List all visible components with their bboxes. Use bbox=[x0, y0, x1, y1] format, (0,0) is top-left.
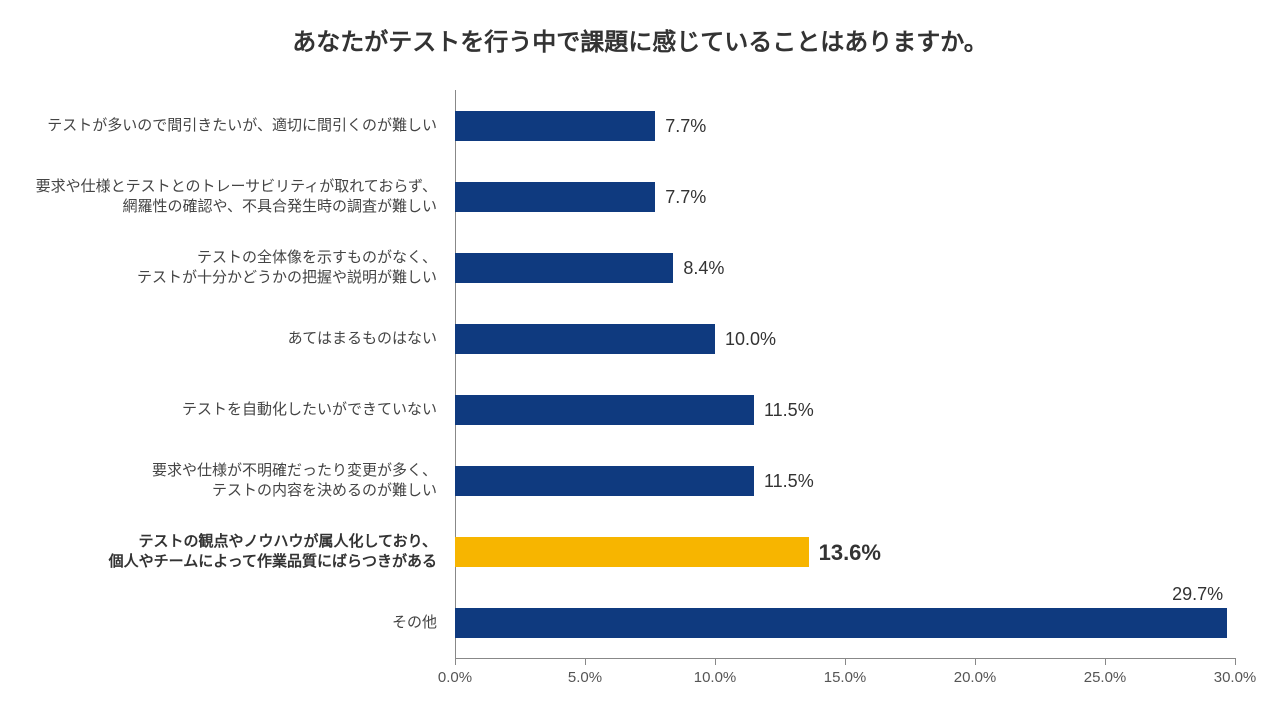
y-label: その他 bbox=[0, 613, 437, 633]
x-tick-label: 30.0% bbox=[1214, 669, 1257, 686]
bar bbox=[455, 466, 754, 496]
value-label: 29.7% bbox=[1172, 584, 1223, 605]
y-axis-line bbox=[455, 90, 456, 658]
value-label: 13.6% bbox=[819, 540, 881, 566]
x-tick bbox=[975, 658, 976, 665]
y-label: 要求や仕様が不明確だったり変更が多く、テストの内容を決めるのが難しい bbox=[0, 461, 437, 500]
value-label: 11.5% bbox=[764, 471, 814, 492]
bar bbox=[455, 395, 754, 425]
value-label: 11.5% bbox=[764, 400, 814, 421]
x-tick bbox=[455, 658, 456, 665]
bar bbox=[455, 324, 715, 354]
y-label-highlight: テストの観点やノウハウが属人化しており、個人やチームによって作業品質にばらつきが… bbox=[0, 532, 437, 571]
x-tick-label: 5.0% bbox=[568, 669, 602, 686]
y-label: あてはまるものはない bbox=[0, 329, 437, 349]
x-tick-label: 10.0% bbox=[694, 669, 737, 686]
x-tick bbox=[845, 658, 846, 665]
value-label: 8.4% bbox=[683, 258, 724, 279]
x-tick-label: 0.0% bbox=[438, 669, 472, 686]
chart-container: あなたがテストを行う中で課題に感じていることはありますか。 0.0%5.0%10… bbox=[0, 0, 1280, 720]
bar bbox=[455, 253, 673, 283]
x-tick-label: 20.0% bbox=[954, 669, 997, 686]
x-tick-label: 25.0% bbox=[1084, 669, 1127, 686]
y-label: テストを自動化したいができていない bbox=[0, 400, 437, 420]
y-label: テストの全体像を示すものがなく、テストが十分かどうかの把握や説明が難しい bbox=[0, 248, 437, 287]
value-label: 7.7% bbox=[665, 116, 706, 137]
chart-plot-area: 0.0%5.0%10.0%15.0%20.0%25.0%30.0%7.7%7.7… bbox=[455, 90, 1235, 665]
y-label: 要求や仕様とテストとのトレーサビリティが取れておらず、網羅性の確認や、不具合発生… bbox=[0, 177, 437, 216]
x-tick-label: 15.0% bbox=[824, 669, 867, 686]
bar bbox=[455, 182, 655, 212]
bar bbox=[455, 608, 1227, 638]
y-label: テストが多いので間引きたいが、適切に間引くのが難しい bbox=[0, 116, 437, 136]
x-tick bbox=[585, 658, 586, 665]
bar bbox=[455, 111, 655, 141]
chart-title: あなたがテストを行う中で課題に感じていることはありますか。 bbox=[0, 22, 1280, 57]
bar-highlight bbox=[455, 537, 809, 567]
x-tick bbox=[1235, 658, 1236, 665]
x-tick bbox=[715, 658, 716, 665]
x-tick bbox=[1105, 658, 1106, 665]
value-label: 7.7% bbox=[665, 187, 706, 208]
value-label: 10.0% bbox=[725, 329, 776, 350]
